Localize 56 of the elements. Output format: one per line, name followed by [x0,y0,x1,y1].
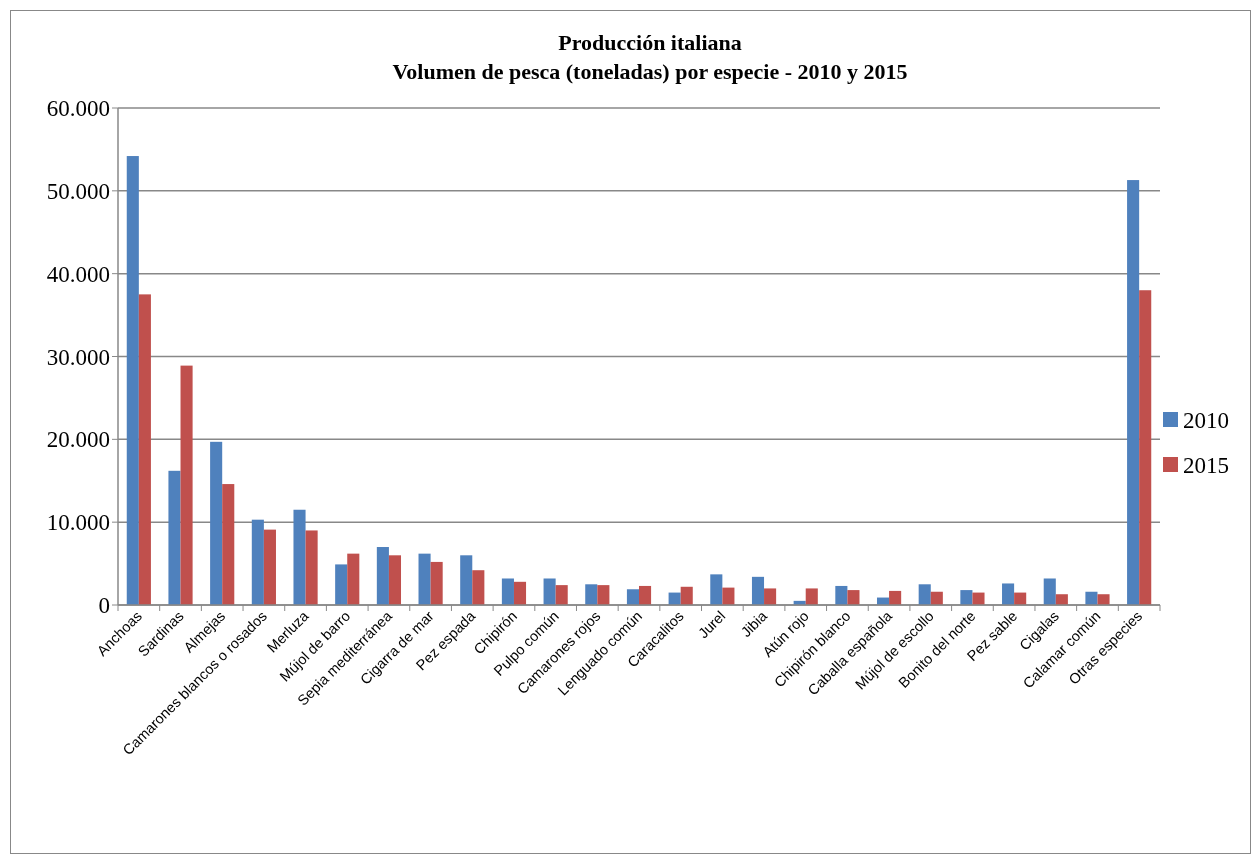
bar [251,519,264,605]
bar [585,584,598,605]
bar [639,585,652,605]
bar [180,365,193,605]
bar [847,590,860,605]
legend-label: 2010 [1183,408,1229,434]
bar [1139,290,1152,605]
bar [805,588,818,605]
bar [930,591,943,605]
bar [347,553,360,605]
y-tick-label: 50.000 [46,178,110,204]
bar [388,555,402,605]
bar [210,441,223,605]
bar [460,555,473,605]
bar [597,585,610,605]
chart-title: Producción italiana Volumen de pesca (toneladas) por especie - 2010 y 2015 [392,30,908,84]
bar [626,589,639,605]
bar [501,578,514,605]
bar [376,547,389,605]
y-tick-label: 30.000 [46,344,110,370]
bar [1127,180,1140,605]
bar [889,590,902,605]
bar [972,592,985,605]
bar [680,586,693,605]
y-tick-label: 10.000 [46,510,110,536]
bar [222,484,235,605]
bar [1085,591,1098,605]
bar [1043,578,1056,605]
bar [960,590,973,605]
bar [751,576,765,605]
bar [918,584,931,605]
bar [472,570,485,605]
y-tick-label: 20.000 [46,427,110,453]
bar [305,530,318,605]
bar [722,587,735,605]
bar [555,585,568,605]
bar [126,156,139,605]
bar [513,581,527,605]
bar [764,588,777,605]
y-tick-label: 0 [98,593,110,619]
bar [710,574,723,605]
bar [138,294,151,605]
bar [168,470,181,605]
bar [835,585,848,605]
bar [418,553,431,605]
bar [1097,594,1110,605]
bar [430,561,443,605]
bar [1002,583,1015,605]
bar [335,564,348,605]
bar [543,578,556,605]
y-tick-label: 60.000 [46,96,110,122]
bar [263,529,276,605]
legend-label: 2015 [1183,453,1229,479]
bar [1055,594,1068,605]
y-tick-label: 40.000 [46,261,110,287]
bar [293,509,306,605]
